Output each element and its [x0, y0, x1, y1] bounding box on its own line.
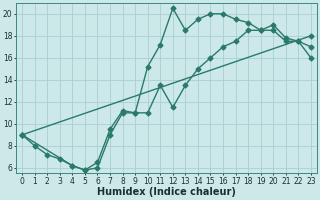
X-axis label: Humidex (Indice chaleur): Humidex (Indice chaleur) — [97, 187, 236, 197]
